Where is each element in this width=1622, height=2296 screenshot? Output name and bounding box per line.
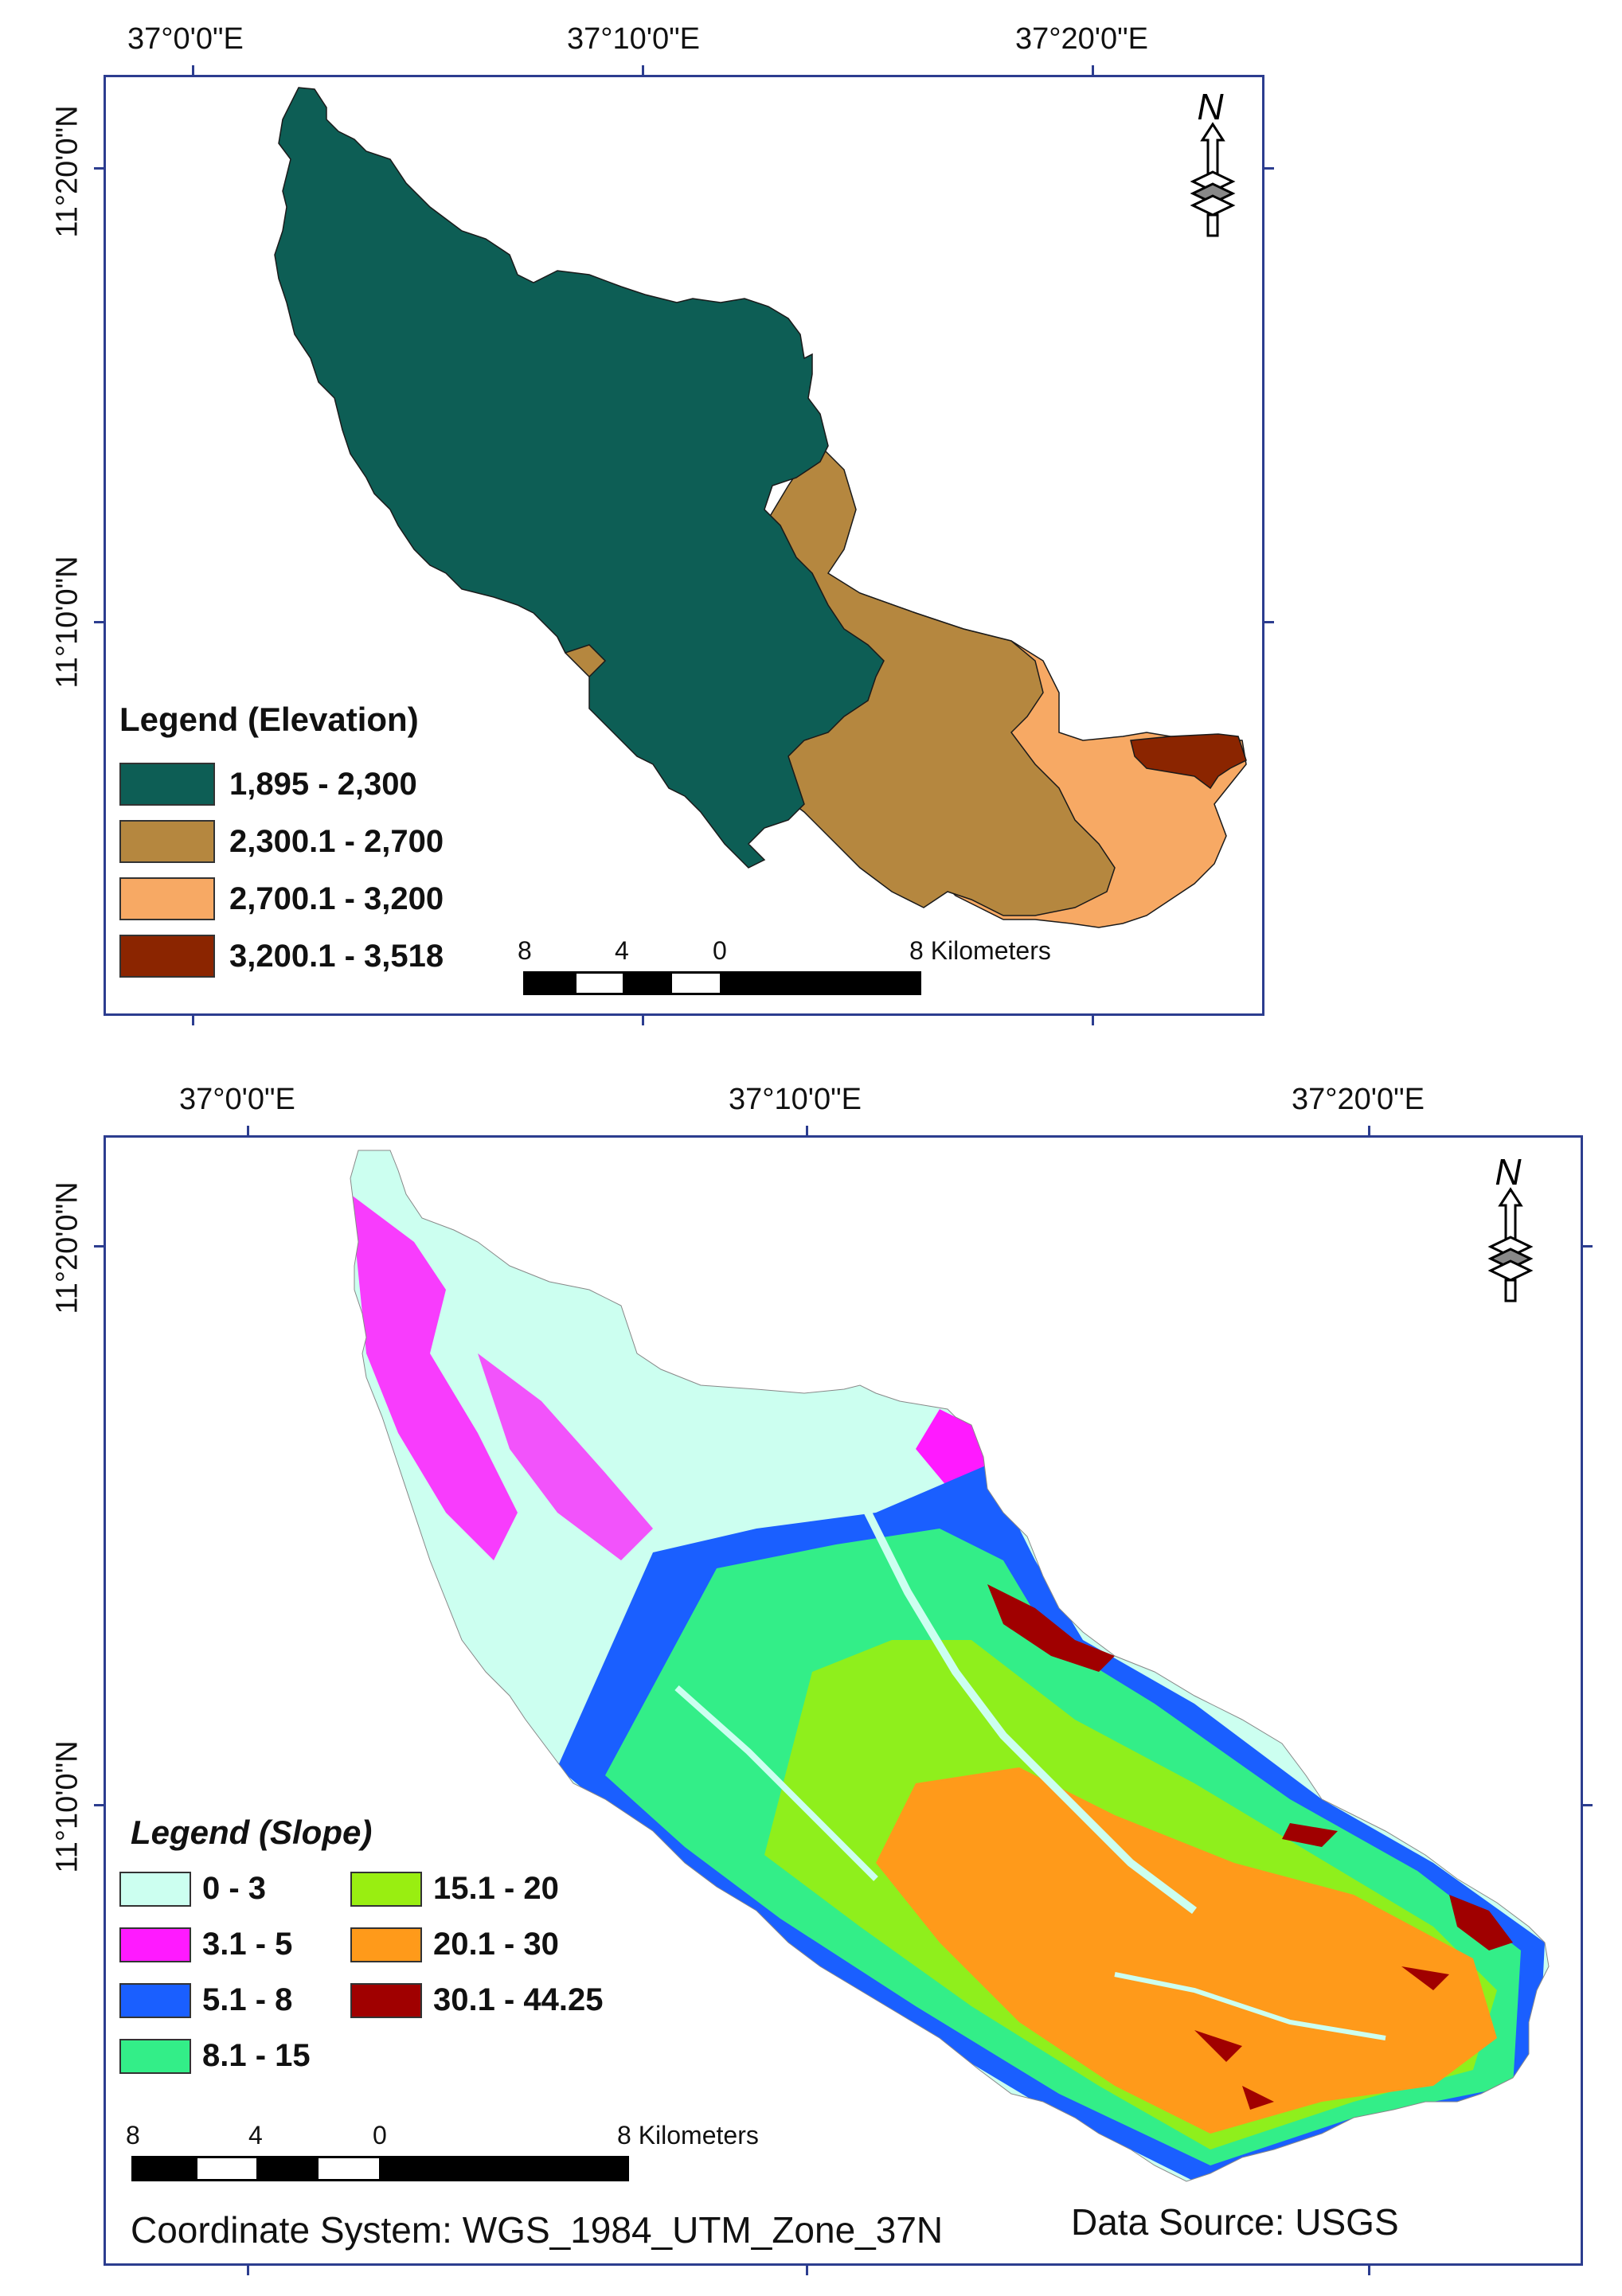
slope-legend-title: Legend (Slope) — [131, 1814, 373, 1851]
slope-x-tick-3: 37°20'0"E — [1292, 1083, 1425, 1116]
slope-band-30-44 — [987, 1584, 1115, 1672]
elev-legend-item: 2,700.1 - 3,200 — [119, 877, 444, 920]
slope-scale-label: 0 — [373, 2121, 387, 2150]
elev-swatch-1 — [119, 763, 215, 806]
slope-x-tick-2: 37°10'0"E — [729, 1083, 862, 1116]
slope-scale-label: 4 — [248, 2121, 263, 2150]
elev-swatch-3 — [119, 877, 215, 920]
slope-legend-item: 3.1 - 5 — [119, 1927, 292, 1962]
elev-north-label: N — [1197, 86, 1224, 127]
slope-scale-bar — [131, 2156, 629, 2181]
slope-north-label: N — [1495, 1151, 1522, 1193]
slope-legend-item: 5.1 - 8 — [119, 1982, 292, 2018]
slope-scale-label: 8 — [126, 2121, 140, 2150]
elev-north-arrow-icon: N — [1190, 86, 1236, 237]
slope-legend-item: 0 - 3 — [119, 1871, 266, 1907]
elev-swatch-4 — [119, 935, 215, 978]
elev-swatch-2 — [119, 820, 215, 863]
elev-zone-3200-3518 — [1130, 733, 1247, 790]
elev-legend-item: 1,895 - 2,300 — [119, 763, 417, 806]
elev-x-tick-2: 37°10'0"E — [567, 22, 700, 56]
elev-x-tick-3: 37°20'0"E — [1015, 22, 1148, 56]
slope-north-arrow-icon: N — [1487, 1151, 1534, 1302]
elev-legend-item: 3,200.1 - 3,518 — [119, 935, 444, 978]
slope-band-20-30 — [876, 1767, 1497, 2134]
slope-legend-item: 30.1 - 44.25 — [350, 1982, 604, 2018]
slope-swatch-3 — [119, 1982, 191, 2018]
slope-swatch-2 — [119, 1927, 191, 1962]
slope-legend-item: 8.1 - 15 — [119, 2038, 311, 2074]
elev-legend-item: 2,300.1 - 2,700 — [119, 820, 444, 863]
elev-legend-title: Legend (Elevation) — [119, 701, 419, 738]
elev-scale-label: 4 — [615, 936, 629, 965]
slope-x-tick-1: 37°0'0"E — [179, 1083, 295, 1116]
slope-swatch-1 — [119, 1871, 191, 1907]
slope-swatch-4 — [119, 2038, 191, 2074]
slope-legend-item: 20.1 - 30 — [350, 1927, 559, 1962]
elev-scale-bar — [523, 971, 921, 995]
elev-scale-label: 8 Kilometers — [909, 936, 1051, 965]
elevation-watershed — [274, 87, 1247, 928]
slope-swatch-5 — [350, 1871, 422, 1907]
slope-band-3-5 — [350, 1194, 518, 1560]
elev-x-tick-1: 37°0'0"E — [127, 22, 244, 56]
slope-legend-item: 15.1 - 20 — [350, 1871, 559, 1907]
elev-scale-label: 8 — [518, 936, 532, 965]
slope-swatch-7 — [350, 1982, 422, 2018]
coordinate-system-label: Coordinate System: WGS_1984_UTM_Zone_37N — [131, 2209, 944, 2251]
data-source-label: Data Source: USGS — [1071, 2201, 1399, 2243]
slope-scale-label: 8 Kilometers — [617, 2121, 759, 2150]
elev-scale-label: 0 — [713, 936, 727, 965]
slope-swatch-6 — [350, 1927, 422, 1962]
elev-zone-1895-2300 — [274, 87, 885, 869]
